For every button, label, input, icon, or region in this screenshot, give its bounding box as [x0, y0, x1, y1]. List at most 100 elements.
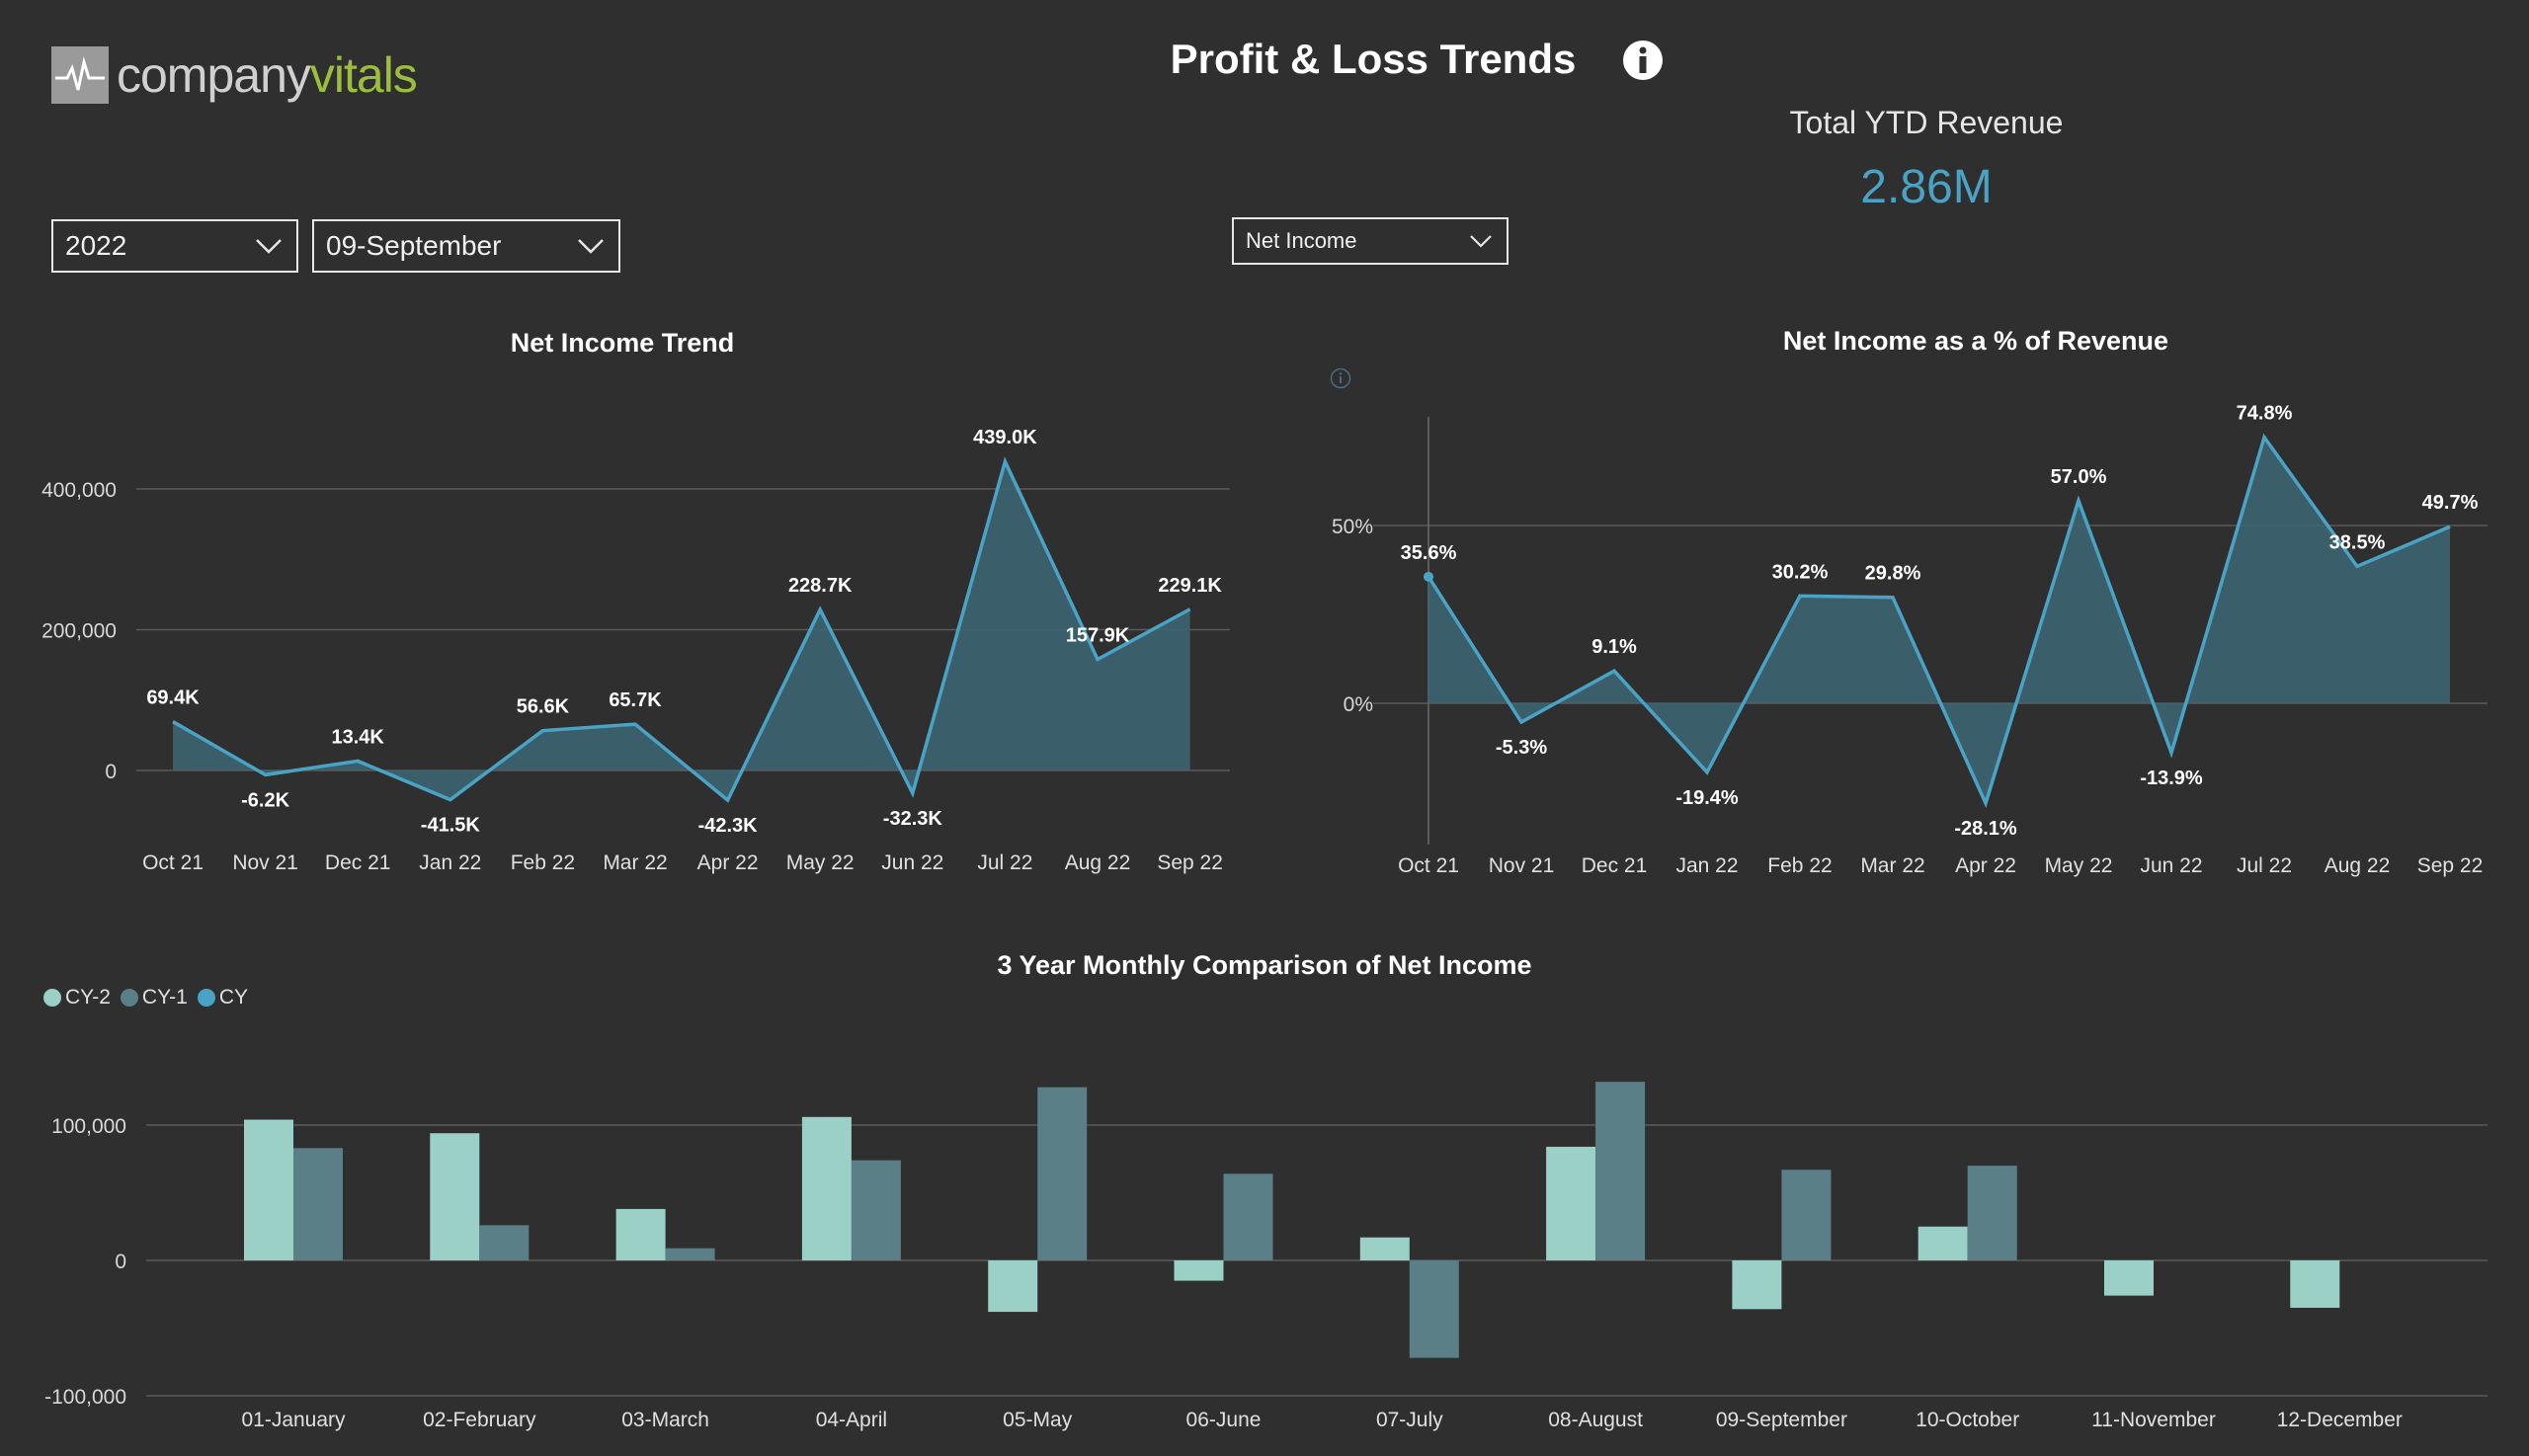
bar-cy-2: [430, 1133, 480, 1260]
bar-cy-1: [851, 1160, 901, 1260]
y-tick-label: 100,000: [51, 1115, 126, 1138]
bar-cy-1: [1967, 1166, 2017, 1260]
bar-cy-2: [1732, 1260, 1782, 1310]
x-tick-label: Nov 21: [1489, 854, 1555, 877]
legend-label: CY-2: [65, 986, 111, 1009]
x-tick-label: 03-March: [621, 1409, 709, 1431]
heartbeat-icon: [51, 46, 109, 104]
data-label: 74.8%: [2237, 403, 2293, 425]
data-label: 30.2%: [1772, 561, 1829, 583]
data-label: -5.3%: [1496, 737, 1547, 759]
x-tick-label: 12-December: [2277, 1409, 2403, 1431]
legend-dot: [120, 989, 138, 1007]
month-dropdown-value: 09-September: [326, 230, 502, 261]
legend-item-cy2[interactable]: CY-2: [43, 986, 111, 1010]
x-tick-label: Feb 22: [511, 851, 575, 874]
x-tick-label: 11-November: [2091, 1409, 2216, 1431]
x-tick-label: Jul 22: [977, 851, 1032, 874]
page-title: Profit & Loss Trends: [1170, 36, 1577, 82]
x-tick-label: Jan 22: [419, 851, 481, 874]
x-tick-label: Jun 22: [2140, 854, 2202, 877]
legend-item-cy[interactable]: CY: [197, 986, 249, 1010]
chevron-down-icon: [1470, 235, 1492, 248]
y-tick-label: 200,000: [41, 620, 117, 643]
x-tick-label: Jan 22: [1675, 854, 1738, 877]
x-tick-label: Nov 21: [232, 851, 298, 874]
company-logo: companyvitals: [51, 43, 418, 107]
bar-cy-2: [1174, 1260, 1224, 1281]
data-label: 157.9K: [1066, 624, 1130, 646]
data-label: 56.6K: [517, 696, 570, 718]
x-tick-label: 02-February: [423, 1409, 536, 1431]
series-line: [1427, 433, 2451, 809]
month-dropdown[interactable]: 09-September: [312, 219, 620, 273]
three-year-comparison-title: 3 Year Monthly Comparison of Net Income: [997, 950, 1532, 980]
bar-cy-2: [988, 1260, 1038, 1313]
x-tick-label: Apr 22: [1955, 854, 2016, 877]
bar-cy-2: [1917, 1226, 1968, 1260]
data-label: 38.5%: [2329, 531, 2386, 553]
year-dropdown-value: 2022: [65, 230, 127, 261]
bar-cy-1: [1781, 1170, 1832, 1260]
bar-cy-2: [801, 1116, 852, 1260]
x-tick-label: Oct 21: [142, 851, 204, 874]
x-tick-label: May 22: [786, 851, 855, 874]
x-tick-label: Aug 22: [2325, 854, 2391, 877]
x-tick-label: 10-October: [1916, 1409, 2019, 1431]
area-fill: [173, 461, 1190, 801]
bar-cy-2: [2104, 1260, 2154, 1296]
x-tick-label: Aug 22: [1065, 851, 1131, 874]
bar-cy-1: [1595, 1082, 1646, 1260]
y-tick-label: 0: [105, 761, 117, 783]
metric-dropdown-value: Net Income: [1246, 228, 1357, 253]
data-label: 49.7%: [2422, 492, 2479, 514]
x-tick-label: 07-July: [1376, 1409, 1443, 1431]
legend-dot: [43, 989, 61, 1007]
chevron-down-icon: [256, 239, 282, 254]
x-tick-label: Jun 22: [881, 851, 943, 874]
data-label: 35.6%: [1401, 542, 1457, 564]
three-year-comparison-chart: -100,000 0 100,000 01-January 02-February 03-…: [44, 1082, 2488, 1431]
area-fill: [1428, 437, 2450, 804]
data-label: 13.4K: [332, 726, 385, 748]
legend-item-cy1[interactable]: CY-1: [120, 986, 188, 1010]
x-tick-label: Sep 22: [1157, 851, 1223, 874]
data-label: 29.8%: [1865, 563, 1921, 585]
y-tick-label: -100,000: [44, 1386, 126, 1409]
year-dropdown[interactable]: 2022: [51, 219, 298, 273]
net-income-trend-chart: 0 200,000 400,000 69.4K Oct 21 -6.2K Nov 21 13.…: [41, 427, 1230, 874]
kpi-value: 2.86M: [1860, 161, 1993, 213]
legend-label: CY-1: [141, 986, 188, 1009]
bar-cy-1: [293, 1148, 343, 1260]
bar-cy-1: [1037, 1087, 1088, 1260]
x-tick-label: 06-June: [1186, 1409, 1262, 1431]
data-label: -6.2K: [241, 789, 289, 811]
x-tick-label: 08-August: [1548, 1409, 1643, 1431]
data-label: 9.1%: [1591, 636, 1637, 658]
x-tick-label: Oct 21: [1398, 854, 1459, 877]
data-label: -41.5K: [421, 815, 481, 837]
data-label: 65.7K: [609, 689, 662, 711]
data-point: [1424, 571, 1433, 582]
data-label: -28.1%: [1954, 818, 2017, 840]
info-icon[interactable]: [1622, 40, 1664, 81]
x-tick-label: May 22: [2045, 854, 2113, 877]
x-tick-label: 04-April: [816, 1409, 887, 1431]
data-label: -32.3K: [883, 808, 943, 830]
x-tick-label: 05-May: [1003, 1409, 1073, 1431]
x-tick-label: Mar 22: [603, 851, 667, 874]
legend-label: CY: [218, 986, 249, 1009]
x-tick-label: 01-January: [241, 1409, 346, 1431]
net-income-trend-title: Net Income Trend: [510, 328, 735, 358]
x-tick-label: Apr 22: [697, 851, 759, 874]
bar-cy-1: [1409, 1260, 1459, 1358]
y-tick-label: 0%: [1344, 693, 1373, 716]
net-income-pct-title: Net Income as a % of Revenue: [1782, 326, 2169, 356]
bar-cy-1: [479, 1225, 530, 1260]
bar-cy-2: [2290, 1260, 2340, 1308]
metric-dropdown[interactable]: Net Income: [1232, 217, 1509, 265]
data-label: 69.4K: [146, 688, 200, 709]
info-icon[interactable]: [1330, 367, 1351, 394]
bar-cy-2: [615, 1208, 666, 1260]
x-tick-label: Jul 22: [2237, 854, 2292, 877]
